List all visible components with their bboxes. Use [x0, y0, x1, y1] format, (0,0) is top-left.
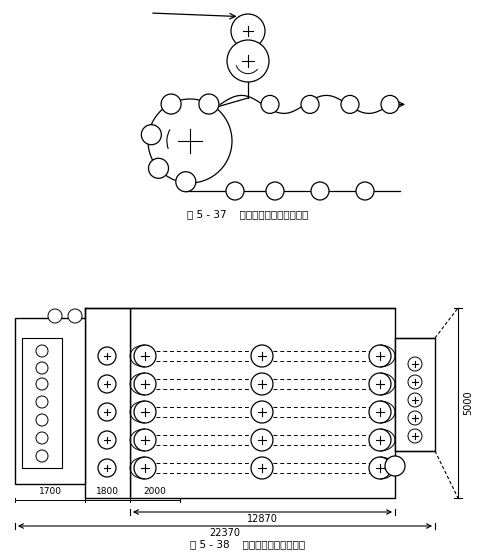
Text: 2000: 2000	[144, 487, 166, 496]
Circle shape	[251, 457, 273, 479]
Text: 5000: 5000	[463, 391, 473, 415]
Circle shape	[48, 309, 62, 323]
Circle shape	[98, 347, 116, 365]
Circle shape	[148, 99, 232, 183]
Circle shape	[369, 345, 391, 367]
Circle shape	[369, 457, 391, 479]
Circle shape	[161, 94, 181, 114]
Circle shape	[311, 182, 329, 200]
Circle shape	[369, 373, 391, 395]
Circle shape	[408, 357, 422, 371]
Text: 图 5 - 38    五层短环烘燥机示意图: 图 5 - 38 五层短环烘燥机示意图	[190, 539, 306, 549]
Circle shape	[369, 429, 391, 451]
Circle shape	[134, 457, 156, 479]
Circle shape	[251, 401, 273, 423]
Circle shape	[369, 401, 391, 423]
Circle shape	[251, 345, 273, 367]
Bar	[85, 308, 130, 498]
Bar	[22, 338, 62, 468]
Circle shape	[356, 182, 374, 200]
Circle shape	[36, 450, 48, 462]
Circle shape	[36, 362, 48, 374]
Text: 1700: 1700	[38, 487, 62, 496]
Bar	[15, 318, 85, 484]
Text: 22370: 22370	[210, 528, 241, 538]
Circle shape	[251, 429, 273, 451]
Bar	[130, 308, 395, 498]
Circle shape	[199, 94, 219, 114]
Circle shape	[36, 396, 48, 408]
Circle shape	[226, 182, 244, 200]
Text: 12870: 12870	[247, 514, 278, 524]
Circle shape	[98, 431, 116, 449]
Circle shape	[36, 345, 48, 357]
Circle shape	[385, 456, 405, 476]
Circle shape	[98, 459, 116, 477]
Circle shape	[149, 158, 168, 178]
Circle shape	[134, 345, 156, 367]
Circle shape	[98, 403, 116, 421]
Circle shape	[408, 429, 422, 443]
Circle shape	[301, 96, 319, 113]
Circle shape	[134, 401, 156, 423]
Circle shape	[231, 14, 265, 48]
Circle shape	[227, 40, 269, 82]
Circle shape	[36, 432, 48, 444]
Circle shape	[134, 373, 156, 395]
Circle shape	[381, 96, 399, 113]
Circle shape	[408, 411, 422, 425]
Circle shape	[36, 378, 48, 390]
Circle shape	[408, 393, 422, 407]
Circle shape	[261, 96, 279, 113]
Circle shape	[68, 309, 82, 323]
Circle shape	[176, 172, 196, 192]
Circle shape	[266, 182, 284, 200]
Circle shape	[36, 414, 48, 426]
Circle shape	[134, 429, 156, 451]
Text: 图 5 - 37    织物在托辊上的悬挂状态: 图 5 - 37 织物在托辊上的悬挂状态	[187, 209, 309, 219]
Text: 1800: 1800	[96, 487, 119, 496]
Circle shape	[408, 375, 422, 389]
Circle shape	[141, 125, 162, 145]
Circle shape	[98, 375, 116, 393]
Bar	[395, 338, 435, 451]
Circle shape	[251, 373, 273, 395]
Circle shape	[341, 96, 359, 113]
